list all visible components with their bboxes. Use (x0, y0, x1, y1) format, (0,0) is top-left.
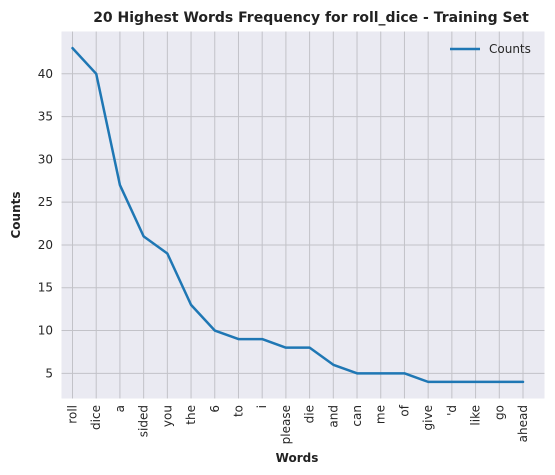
x-tick-label: give (421, 405, 435, 430)
y-tick-labels: 5 10 15 20 25 30 35 40 (38, 67, 53, 381)
x-tick-label: please (279, 405, 293, 444)
legend: Counts (450, 42, 531, 56)
plot-frame (60, 30, 546, 400)
x-tick-label: i (255, 405, 269, 408)
data-point (451, 381, 453, 383)
data-point (498, 381, 500, 383)
x-tick-label: to (231, 405, 245, 417)
series-line-counts (71, 46, 525, 384)
x-tick-label: dice (89, 405, 103, 430)
data-point (214, 330, 216, 332)
data-point (403, 372, 405, 374)
data-point (143, 235, 145, 237)
legend-label-counts: Counts (489, 42, 531, 56)
data-point (380, 372, 382, 374)
plot-border (60, 30, 546, 400)
x-tick-label: a (113, 405, 127, 412)
data-point (166, 253, 168, 255)
data-point (285, 347, 287, 349)
data-point (95, 73, 97, 75)
data-point (119, 184, 121, 186)
data-point (522, 381, 524, 383)
x-axis-label: Words (276, 451, 319, 465)
y-tick-label: 20 (38, 238, 53, 252)
x-tick-label: of (397, 404, 411, 416)
grid-lines (61, 31, 545, 399)
x-tick-label: 'd (445, 405, 459, 416)
x-tick-label: and (326, 405, 340, 428)
x-tick-label: like (469, 405, 483, 426)
series-layer (71, 46, 525, 384)
y-tick-label: 30 (38, 152, 53, 166)
x-tick-label: me (374, 405, 388, 424)
data-point (261, 338, 263, 340)
plot-area (61, 31, 545, 399)
y-tick-label: 35 (38, 110, 53, 124)
data-point (427, 381, 429, 383)
x-tick-label: can (350, 405, 364, 427)
y-tick-label: 25 (38, 195, 53, 209)
x-tick-labels: roll dice a sided you the 6 to i please die and can m… (66, 404, 531, 444)
x-tick-label: sided (137, 405, 151, 437)
data-point (356, 372, 358, 374)
x-tick-label: ahead (516, 405, 530, 442)
y-tick-label: 5 (45, 366, 53, 380)
data-point (332, 364, 334, 366)
data-point (190, 304, 192, 306)
data-point (475, 381, 477, 383)
y-tick-label: 10 (38, 324, 53, 338)
x-tick-label: go (492, 405, 506, 420)
chart-title: 20 Highest Words Frequency for roll_dice… (93, 10, 529, 26)
x-tick-label: you (160, 405, 174, 427)
data-point (309, 347, 311, 349)
data-point (237, 338, 239, 340)
y-axis-label: Counts (9, 191, 23, 238)
y-tick-label: 15 (38, 281, 53, 295)
x-tick-label: the (184, 405, 198, 425)
y-tick-label: 40 (38, 67, 53, 81)
data-point (72, 47, 73, 49)
x-tick-label: 6 (208, 405, 222, 413)
x-tick-label: roll (66, 405, 80, 424)
x-tick-label: die (303, 405, 317, 423)
